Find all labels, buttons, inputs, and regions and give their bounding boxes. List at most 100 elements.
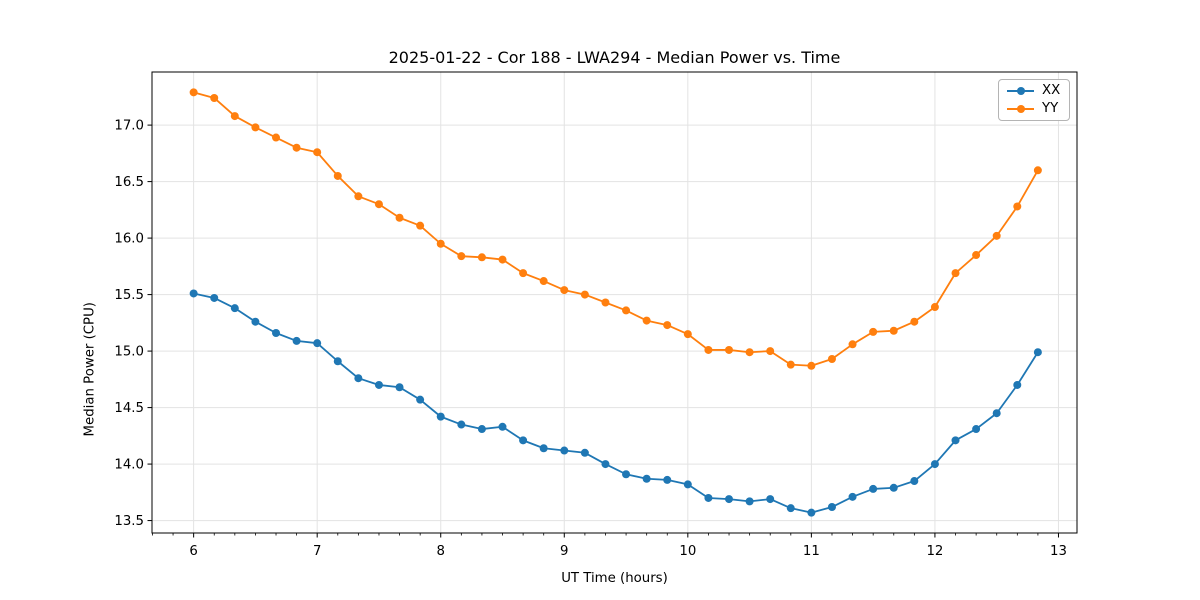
data-point — [292, 336, 301, 345]
x-axis-label: UT Time (hours) — [561, 571, 668, 586]
data-point — [333, 171, 342, 180]
data-point — [580, 448, 589, 457]
data-point — [745, 348, 754, 357]
data-point — [272, 133, 281, 142]
series-yy-markers — [189, 88, 1042, 370]
data-point — [333, 357, 342, 366]
x-tick-label: 12 — [926, 544, 943, 559]
data-point — [766, 495, 775, 504]
axes-spines — [151, 71, 1078, 534]
data-point — [683, 480, 692, 489]
data-point — [992, 231, 1001, 240]
data-point — [498, 422, 507, 431]
data-point — [930, 460, 939, 469]
series-yy-line — [193, 91, 1039, 367]
data-point — [807, 361, 816, 370]
data-point — [477, 425, 486, 434]
grid — [152, 72, 1077, 533]
data-point — [663, 475, 672, 484]
data-point — [786, 504, 795, 513]
data-point — [436, 412, 445, 421]
data-point — [477, 253, 486, 262]
data-point — [683, 330, 692, 339]
y-tick-label: 15.5 — [114, 288, 144, 303]
series-xx-markers — [189, 289, 1042, 517]
legend-sample-yy — [1007, 104, 1034, 114]
data-point — [251, 123, 260, 132]
data-point — [972, 251, 981, 260]
data-point — [601, 460, 610, 469]
data-point — [313, 148, 322, 157]
chart-title: 2025-01-22 - Cor 188 - LWA294 - Median P… — [388, 48, 841, 67]
data-point — [622, 306, 631, 315]
x-tick-label: 13 — [1050, 544, 1067, 559]
data-point — [457, 420, 466, 429]
data-point — [189, 88, 198, 97]
y-tick-label: 13.5 — [114, 514, 144, 529]
y-tick-label: 16.0 — [114, 232, 144, 247]
data-point — [827, 503, 836, 512]
data-point — [786, 360, 795, 369]
data-point — [519, 436, 528, 445]
data-point — [519, 269, 528, 278]
data-point — [354, 374, 363, 383]
legend: XX YY — [998, 79, 1070, 121]
data-point — [395, 383, 404, 392]
legend-entry-xx: XX — [1007, 82, 1061, 100]
x-tick-label: 9 — [560, 544, 568, 559]
data-point — [230, 112, 239, 121]
x-tick-label: 7 — [313, 544, 321, 559]
data-point — [1013, 380, 1022, 389]
data-point — [1033, 166, 1042, 175]
x-tick-label: 6 — [189, 544, 197, 559]
y-tick-label: 17.0 — [114, 119, 144, 134]
data-point — [992, 409, 1001, 418]
data-point — [910, 477, 919, 486]
data-point — [725, 345, 734, 354]
data-point — [1013, 202, 1022, 211]
y-axis-ticks — [147, 124, 152, 522]
data-point — [704, 345, 713, 354]
data-point — [889, 326, 898, 335]
legend-sample-xx — [1007, 86, 1034, 96]
data-point — [745, 497, 754, 506]
legend-marker-icon — [1016, 105, 1025, 113]
x-tick-labels: 6 7 8 9 10 11 12 13 — [189, 544, 1067, 559]
data-point — [354, 192, 363, 201]
data-point — [889, 483, 898, 492]
data-point — [210, 93, 219, 102]
data-point — [272, 329, 281, 338]
data-point — [498, 255, 507, 264]
data-point — [539, 444, 548, 453]
y-tick-label: 16.5 — [114, 175, 144, 190]
data-point — [807, 508, 816, 517]
data-point — [869, 327, 878, 336]
data-point — [1033, 348, 1042, 357]
data-point — [642, 316, 651, 325]
y-tick-labels: 13.5 14.0 14.5 15.0 15.5 16.0 16.5 17.0 — [114, 119, 144, 529]
y-tick-label: 15.0 — [114, 345, 144, 360]
data-point — [766, 347, 775, 356]
data-point — [210, 293, 219, 302]
y-tick-label: 14.0 — [114, 458, 144, 473]
legend-label-yy: YY — [1042, 101, 1059, 116]
data-point — [457, 252, 466, 261]
x-tick-label: 10 — [679, 544, 696, 559]
data-point — [951, 436, 960, 445]
data-point — [848, 340, 857, 349]
data-point — [374, 200, 383, 209]
data-point — [539, 277, 548, 286]
data-point — [869, 484, 878, 493]
data-point — [910, 317, 919, 326]
data-point — [395, 213, 404, 222]
legend-marker-icon — [1016, 87, 1025, 95]
data-point — [930, 303, 939, 312]
data-point — [416, 395, 425, 404]
data-point — [436, 239, 445, 248]
data-point — [416, 221, 425, 230]
data-point — [292, 143, 301, 152]
data-point — [704, 493, 713, 502]
data-point — [189, 289, 198, 298]
